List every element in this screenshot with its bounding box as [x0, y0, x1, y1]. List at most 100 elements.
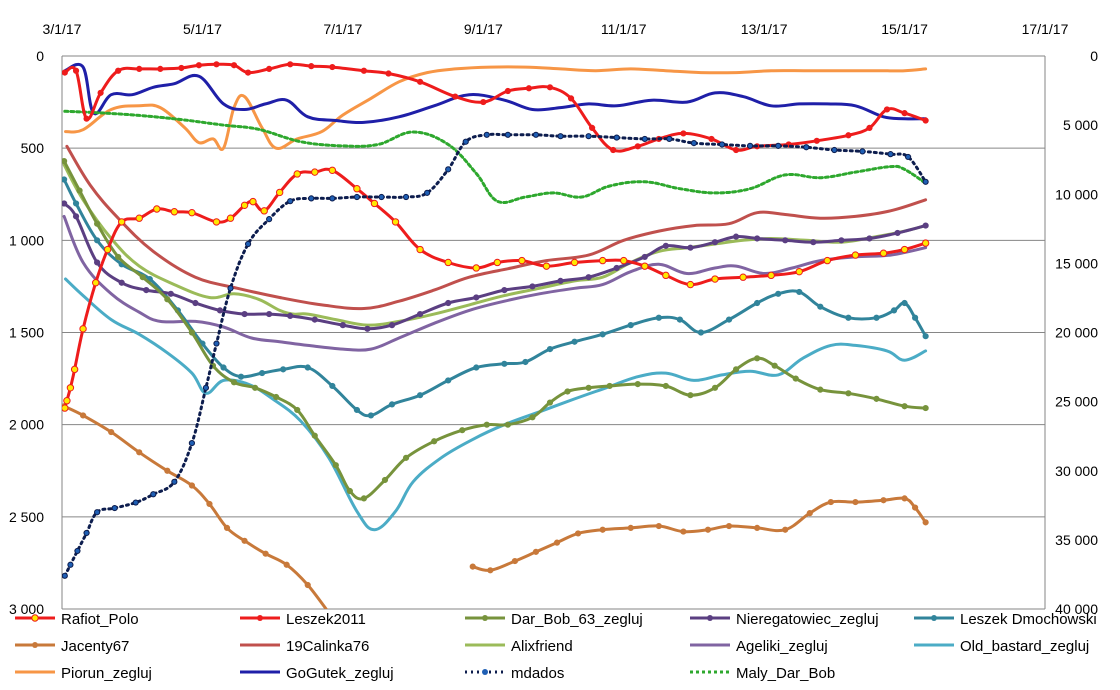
data-point	[135, 214, 143, 222]
data-point	[473, 364, 480, 371]
data-point	[589, 124, 596, 131]
data-point	[226, 214, 235, 222]
y-right-tick-label: 30 000	[1055, 463, 1098, 479]
data-point	[391, 218, 400, 226]
legend-item-piorun-zegluj: Piorun_zegluj	[15, 665, 152, 682]
data-point	[771, 362, 778, 369]
data-point	[879, 249, 888, 257]
data-point	[94, 220, 101, 227]
data-point	[557, 133, 564, 140]
data-point	[711, 275, 719, 283]
data-point	[922, 222, 929, 229]
data-point	[553, 539, 561, 546]
data-point	[894, 229, 901, 237]
data-point	[606, 382, 613, 390]
data-point	[150, 491, 157, 498]
series-rafiot-polo	[62, 166, 930, 412]
data-point	[353, 193, 360, 201]
data-point	[287, 312, 294, 320]
data-point	[213, 340, 220, 347]
data-point	[188, 440, 195, 447]
x-tick-label: 13/1/17	[741, 21, 788, 37]
data-point	[803, 144, 810, 151]
data-point	[202, 384, 210, 391]
data-point	[74, 547, 81, 555]
data-point	[641, 135, 648, 143]
data-point	[912, 314, 919, 321]
legend-item-alixfriend: Alixfriend	[465, 638, 573, 655]
data-point	[402, 193, 410, 201]
series-nieregatowiec-zegluj	[62, 200, 929, 332]
data-point	[188, 482, 195, 489]
data-point	[416, 310, 424, 318]
data-point	[627, 524, 634, 531]
data-point	[483, 131, 490, 138]
data-point	[188, 208, 196, 217]
series-leszek-dmochowski	[62, 176, 929, 419]
data-point	[718, 141, 726, 148]
data-point	[223, 524, 231, 531]
data-point	[732, 366, 740, 373]
y-left-tick-label: 1 000	[9, 232, 44, 248]
data-point	[571, 338, 578, 345]
data-point	[704, 526, 712, 533]
data-point	[810, 239, 817, 246]
data-point	[311, 432, 318, 439]
data-point	[416, 78, 424, 85]
data-point	[610, 146, 617, 154]
data-point	[62, 69, 68, 76]
data-point	[328, 166, 337, 174]
data-point	[518, 256, 526, 265]
data-point	[504, 421, 511, 428]
data-point	[241, 310, 248, 318]
series-19calinka76	[65, 144, 928, 311]
data-point	[353, 406, 360, 414]
data-point	[599, 526, 606, 533]
data-point	[585, 274, 592, 281]
data-point	[845, 132, 852, 139]
data-point	[676, 316, 683, 323]
data-point	[213, 61, 220, 68]
data-point	[922, 117, 929, 124]
data-point	[167, 290, 174, 297]
data-point	[367, 412, 375, 419]
data-point	[136, 449, 143, 456]
y-left-tick-label: 2 500	[9, 509, 44, 525]
data-point	[79, 412, 87, 419]
data-point	[445, 299, 452, 307]
data-point	[115, 67, 122, 74]
data-point	[732, 233, 740, 240]
data-point	[532, 131, 540, 138]
data-point	[388, 322, 396, 329]
y-right-tick-label: 10 000	[1055, 186, 1098, 202]
data-point	[62, 572, 68, 579]
x-tick-label: 7/1/17	[323, 21, 362, 37]
legend-item-leszek2011: Leszek2011	[240, 611, 366, 628]
data-point	[511, 557, 518, 565]
data-point	[70, 365, 79, 374]
data-point	[546, 399, 554, 406]
data-point	[546, 345, 554, 353]
data-point	[445, 377, 452, 384]
data-point	[339, 322, 346, 329]
data-point	[381, 476, 389, 484]
data-point	[311, 168, 319, 176]
data-point	[641, 262, 649, 270]
x-tick-label: 15/1/17	[881, 21, 928, 37]
data-point	[249, 197, 257, 206]
data-point	[445, 166, 452, 173]
legend-label: Rafiot_Polo	[61, 611, 139, 628]
data-point	[266, 216, 273, 223]
legend-label: 19Calinka76	[286, 638, 369, 655]
y-left-tick-label: 500	[21, 140, 45, 156]
data-point	[725, 522, 733, 530]
data-point	[687, 392, 694, 399]
data-point	[462, 138, 469, 145]
data-point	[237, 373, 245, 380]
data-point	[599, 331, 606, 338]
x-tick-label: 9/1/17	[464, 21, 503, 37]
data-point	[708, 135, 715, 143]
data-point	[775, 142, 782, 149]
data-point	[574, 530, 582, 537]
data-point	[103, 245, 112, 254]
